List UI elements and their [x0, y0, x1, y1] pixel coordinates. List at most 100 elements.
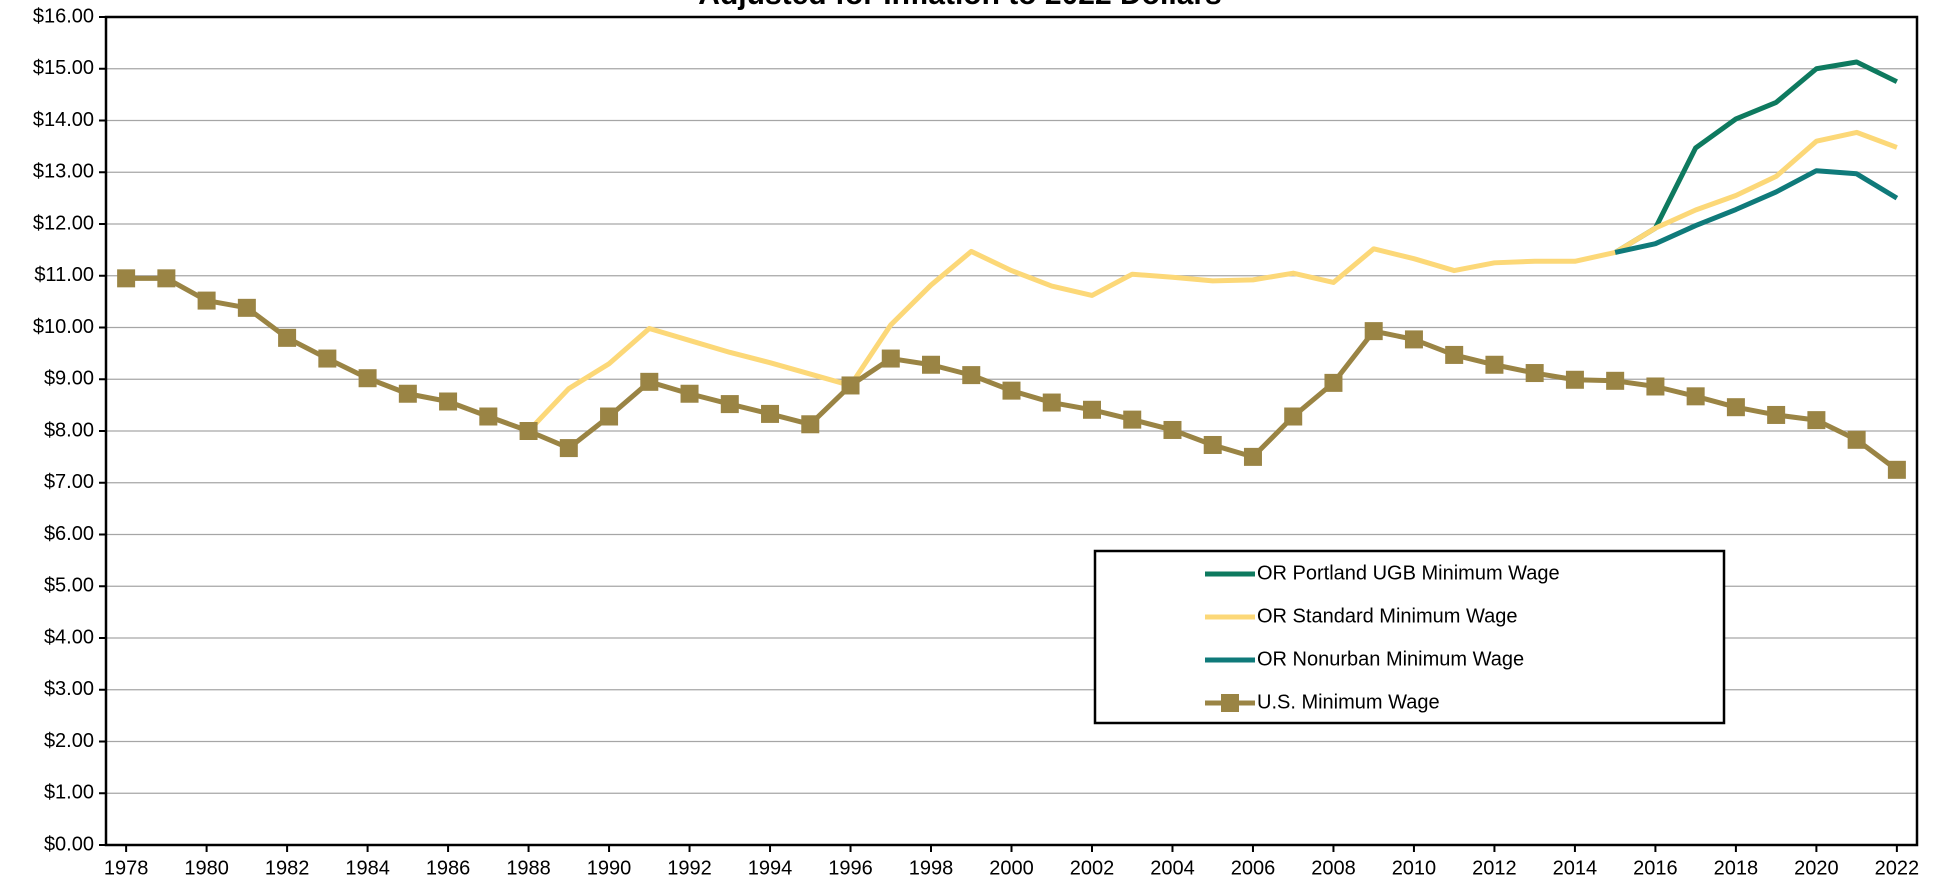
legend-label: OR Nonurban Minimum Wage — [1257, 648, 1524, 670]
y-tick-label: $10.00 — [33, 316, 94, 338]
marker — [237, 298, 256, 317]
x-tick-label: 2000 — [989, 857, 1034, 879]
legend-marker — [1221, 694, 1239, 712]
y-tick-label: $12.00 — [33, 212, 94, 234]
marker — [640, 372, 659, 391]
legend-label: U.S. Minimum Wage — [1257, 691, 1440, 713]
marker — [559, 439, 578, 458]
x-tick-label: 1996 — [828, 857, 873, 879]
marker — [1404, 330, 1423, 349]
y-tick-label: $3.00 — [44, 678, 94, 700]
x-tick-label: 2022 — [1875, 857, 1920, 879]
marker — [1887, 460, 1906, 479]
marker — [680, 384, 699, 403]
x-tick-label: 1998 — [909, 857, 954, 879]
marker — [398, 384, 417, 403]
x-tick-label: 2020 — [1794, 857, 1839, 879]
series-line — [1613, 59, 1898, 255]
marker — [1042, 393, 1061, 412]
legend-label: OR Standard Minimum Wage — [1257, 605, 1517, 627]
marker — [278, 328, 297, 347]
marker — [157, 269, 176, 288]
y-tick-label: $5.00 — [44, 575, 94, 597]
plot-border — [104, 15, 1919, 847]
y-tick-label: $1.00 — [44, 782, 94, 804]
x-tick-label: 2012 — [1472, 857, 1517, 879]
x-tick-label: 2006 — [1231, 857, 1276, 879]
marker — [1847, 430, 1866, 449]
y-tick-label: $9.00 — [44, 368, 94, 390]
x-tick-label: 1984 — [345, 857, 390, 879]
y-tick-label: $11.00 — [34, 264, 94, 286]
legend: OR Portland UGB Minimum Wage OR Standard … — [1093, 549, 1726, 725]
marker — [1243, 447, 1262, 466]
marker — [519, 422, 538, 440]
marker — [358, 369, 377, 388]
marker — [1002, 381, 1021, 400]
marker — [197, 291, 216, 310]
x-tick-label: 2008 — [1311, 857, 1356, 879]
x-tick-label: 1990 — [587, 857, 632, 879]
marker — [881, 349, 900, 368]
marker — [318, 349, 337, 368]
marker — [439, 392, 458, 411]
marker — [1163, 420, 1182, 439]
series-line — [1614, 168, 1899, 255]
marker — [117, 269, 136, 288]
grid: $0.00 $1.00 $2.00 $3.00 $4.00 $5.00 $6.00 $7.00… — [33, 5, 1919, 879]
marker — [962, 366, 981, 385]
marker — [1485, 355, 1504, 374]
x-tick-label: 2014 — [1553, 857, 1598, 879]
legend-box — [1093, 549, 1726, 725]
marker — [1726, 398, 1745, 417]
marker — [1565, 370, 1584, 389]
marker — [1686, 387, 1705, 406]
plot-area — [117, 59, 1906, 479]
chart-title: Adjusted for Inflation to 2022 Dollars — [698, 0, 1221, 11]
y-tick-label: $15.00 — [33, 57, 94, 79]
x-tick-label: 1982 — [265, 857, 310, 879]
marker — [761, 404, 780, 423]
x-tick-label: 1980 — [184, 857, 229, 879]
series-line — [526, 129, 1898, 433]
marker — [1324, 373, 1343, 392]
marker — [479, 407, 498, 426]
marker — [1364, 322, 1383, 341]
x-tick-label: 1988 — [506, 857, 551, 879]
x-tick-label: 1986 — [426, 857, 471, 879]
x-tick-label: 2002 — [1070, 857, 1115, 879]
legend-label: OR Portland UGB Minimum Wage — [1257, 562, 1560, 584]
x-tick-label: 1994 — [748, 857, 793, 879]
y-tick-label: $14.00 — [33, 109, 94, 131]
marker — [1525, 364, 1544, 383]
y-tick-label: $0.00 — [44, 833, 94, 855]
marker — [841, 376, 860, 395]
marker — [1606, 371, 1625, 390]
x-tick-label: 1992 — [667, 857, 712, 879]
marker — [720, 395, 739, 414]
marker — [922, 355, 941, 374]
marker — [1123, 410, 1142, 429]
y-tick-label: $7.00 — [44, 471, 94, 493]
marker — [1203, 435, 1222, 454]
x-tick-label: 2010 — [1392, 857, 1437, 879]
marker — [1646, 377, 1665, 396]
x-tick-label: 2018 — [1714, 857, 1759, 879]
x-tick-label: 1978 — [104, 857, 149, 879]
y-tick-label: $2.00 — [44, 730, 94, 752]
y-tick-label: $4.00 — [44, 626, 94, 648]
marker — [1445, 345, 1464, 364]
marker — [1284, 407, 1303, 426]
marker — [600, 407, 619, 426]
marker — [1807, 411, 1826, 430]
y-tick-label: $6.00 — [44, 523, 94, 545]
marker — [1082, 400, 1101, 419]
marker — [1767, 405, 1786, 424]
y-tick-label: $16.00 — [33, 5, 94, 27]
y-tick-label: $8.00 — [44, 419, 94, 441]
x-tick-label: 2004 — [1150, 857, 1195, 879]
marker — [801, 415, 820, 434]
y-tick-label: $13.00 — [33, 161, 94, 183]
